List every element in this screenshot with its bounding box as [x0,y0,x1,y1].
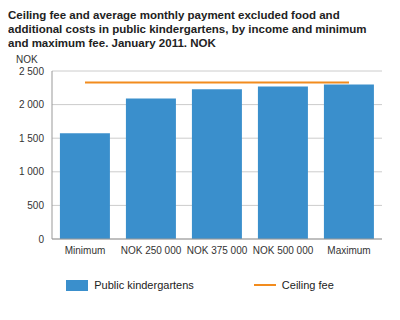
svg-text:500: 500 [27,200,44,211]
svg-text:0: 0 [38,234,44,245]
svg-text:2 000: 2 000 [19,99,44,110]
html-text:Ceiling fee: Ceiling fee [281,279,334,291]
svg-text:NOK 250 000: NOK 250 000 [121,245,182,256]
svg-text:NOK 500 000: NOK 500 000 [253,245,314,256]
svg-text:Minimum: Minimum [65,245,106,256]
html-text:Ceiling fee and average monthl: Ceiling fee and average monthly payment … [8,9,367,49]
svg-text:NOK 375 000: NOK 375 000 [187,245,248,256]
html-text:Public kindergartens: Public kindergartens [94,279,194,291]
svg-text:Maximum: Maximum [327,245,370,256]
html-text:NOK: NOK [16,54,38,65]
svg-text:2 500: 2 500 [19,66,44,77]
svg-text:1 500: 1 500 [19,133,44,144]
svg-text:1 000: 1 000 [19,166,44,177]
